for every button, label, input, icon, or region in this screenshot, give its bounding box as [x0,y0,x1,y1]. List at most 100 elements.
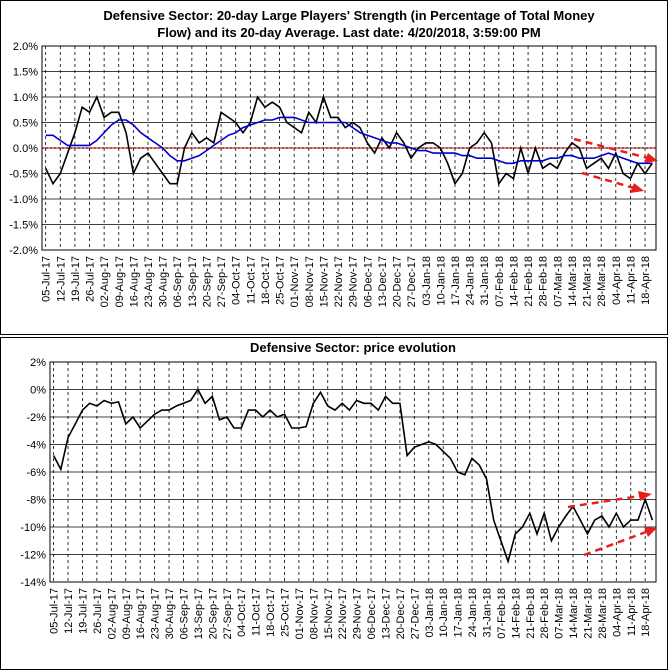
x-tick-label: 29-Nov-17 [352,588,364,639]
y-tick-label: -1.0% [9,194,38,206]
x-tick-label: 04-Oct-17 [236,588,248,637]
chart-title: Flow) and its 20-day Average. Last date:… [157,25,540,40]
x-tick-label: 07-Feb-18 [494,256,506,307]
x-tick-label: 18-Apr-18 [640,588,652,637]
x-tick-label: 18-Apr-18 [640,256,652,305]
x-tick-label: 24-Jan-18 [465,256,477,306]
x-tick-label: 25-Oct-17 [275,256,287,305]
x-tick-label: 23-Aug-17 [150,588,162,639]
y-tick-label: 2.0% [13,41,38,53]
x-tick-label: 04-Apr-18 [611,256,623,305]
x-tick-label: 12-Jul-17 [55,256,67,302]
y-tick-label: -6% [26,467,46,479]
x-tick-label: 07-Mar-18 [554,588,566,639]
x-tick-label: 10-Jan-18 [438,588,450,638]
x-tick-label: 14-Mar-18 [568,588,580,639]
plots: Defensive Sector: 20-day Large Players' … [9,8,657,639]
x-tick-label: 18-Oct-17 [265,588,277,637]
x-tick-label: 22-Nov-17 [337,588,349,639]
x-tick-label: 11-Apr-18 [625,256,637,304]
x-tick-label: 13-Sep-17 [187,256,199,307]
x-tick-label: 23-Aug-17 [143,256,155,307]
data-line [52,387,654,565]
x-tick-label: 20-Sep-17 [201,256,213,307]
x-tick-label: 13-Dec-17 [380,588,392,639]
x-tick-label: 04-Apr-18 [611,588,623,637]
x-tick-label: 24-Jan-18 [467,588,479,638]
x-tick-label: 08-Nov-17 [308,588,320,639]
x-tick-label: 01-Nov-17 [289,256,301,307]
x-tick-label: 20-Sep-17 [207,588,219,639]
y-tick-label: -12% [20,550,46,562]
x-tick-label: 21-Mar-18 [582,588,594,639]
trend-arrow [567,494,641,509]
x-tick-label: 29-Nov-17 [348,256,360,307]
x-tick-label: 16-Aug-17 [128,256,140,307]
x-tick-label: 09-Aug-17 [114,256,126,307]
trend-arrow [573,137,649,160]
x-tick-label: 14-Feb-18 [510,588,522,639]
x-tick-label: 07-Feb-18 [496,588,508,639]
x-tick-label: 21-Feb-18 [525,588,537,639]
x-tick-label: 27-Sep-17 [222,588,234,639]
y-tick-label: 1.5% [13,67,38,79]
x-tick-label: 30-Aug-17 [164,588,176,639]
y-tick-label: -2.0% [9,245,38,257]
x-tick-label: 03-Jan-18 [421,256,433,306]
x-tick-label: 11-Apr-18 [626,588,638,636]
x-tick-label: 21-Feb-18 [523,256,535,307]
y-tick-label: -8% [26,495,46,507]
x-tick-label: 11-Oct-17 [245,256,257,304]
y-tick-label: 2% [30,357,46,369]
x-tick-label: 15-Nov-17 [318,256,330,307]
x-tick-label: 07-Mar-18 [552,256,564,307]
x-tick-label: 30-Aug-17 [158,256,170,307]
y-tick-label: 0.5% [13,118,38,130]
x-tick-label: 27-Sep-17 [216,256,228,307]
chart-title: Defensive Sector: 20-day Large Players' … [103,8,595,23]
x-tick-label: 02-Aug-17 [99,256,111,307]
y-tick-label: 0% [30,385,46,397]
y-tick-label: -10% [20,522,46,534]
x-tick-label: 03-Jan-18 [424,588,436,638]
x-tick-label: 19-Jul-17 [77,588,89,634]
data-line [45,116,653,165]
y-tick-label: -0.5% [9,169,38,181]
x-tick-label: 14-Feb-18 [508,256,520,307]
x-tick-label: 15-Nov-17 [323,588,335,639]
x-tick-label: 10-Jan-18 [435,256,447,306]
x-tick-label: 11-Oct-17 [251,588,263,636]
x-tick-label: 27-Dec-17 [409,588,421,639]
x-tick-label: 06-Dec-17 [366,588,378,639]
x-tick-label: 22-Nov-17 [333,256,345,307]
x-tick-label: 20-Dec-17 [392,256,404,307]
x-tick-label: 31-Jan-18 [479,256,491,306]
x-tick-label: 25-Oct-17 [279,588,291,637]
arrowhead [638,491,652,501]
x-tick-label: 31-Jan-18 [481,588,493,638]
x-tick-label: 14-Mar-18 [567,256,579,307]
x-tick-label: 17-Jan-18 [450,256,462,306]
y-tick-label: -4% [26,440,46,452]
x-tick-label: 05-Jul-17 [41,256,53,302]
chart-title: Defensive Sector: price evolution [250,340,456,355]
annotations [567,137,658,557]
x-tick-label: 20-Dec-17 [395,588,407,639]
x-tick-label: 28-Feb-18 [539,588,551,639]
x-tick-label: 12-Jul-17 [63,588,75,634]
x-tick-label: 13-Dec-17 [377,256,389,307]
x-tick-label: 06-Dec-17 [362,256,374,307]
x-tick-label: 28-Mar-18 [597,588,609,639]
x-tick-label: 21-Mar-18 [582,256,594,307]
x-tick-label: 28-Mar-18 [596,256,608,307]
arrowhead [630,183,644,193]
x-tick-label: 09-Aug-17 [121,588,133,639]
y-tick-label: 0.0% [13,143,38,155]
y-tick-label: -1.5% [9,220,38,232]
x-tick-label: 19-Jul-17 [70,256,82,302]
x-tick-label: 04-Oct-17 [231,256,243,305]
arrowhead [644,153,658,163]
x-tick-label: 13-Sep-17 [193,588,205,639]
